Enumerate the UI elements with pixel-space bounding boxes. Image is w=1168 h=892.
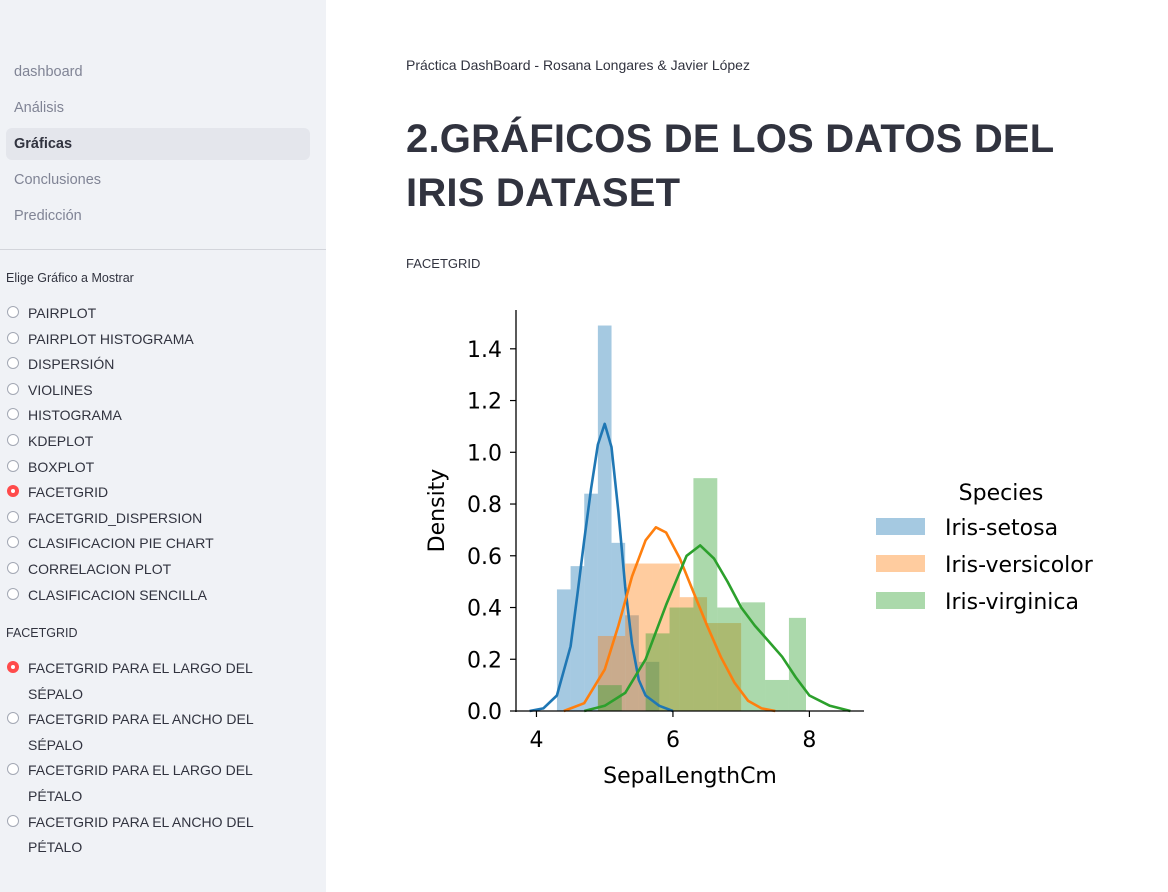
radio-circle[interactable] — [7, 712, 19, 725]
sidebar-nav: dashboard Análisis Gráficas Conclusiones Pre… — [6, 56, 310, 236]
y-tick-label: 0.4 — [467, 597, 502, 622]
legend-label-iris-versicolor: Iris-versicolor — [945, 553, 1094, 578]
kde-line-iris-virginica — [583, 544, 851, 713]
page-caption: Práctica DashBoard - Rosana Longares & J… — [406, 57, 750, 73]
y-axis-label: Density — [425, 469, 450, 553]
radio-option-pairplot[interactable]: PAIRPLOT — [7, 301, 307, 327]
y-tick-label: 1.4 — [467, 338, 502, 363]
facetgrid-selector-radio-group: FACETGRID PARA EL LARGO DEL SÉPALO FACETG… — [7, 656, 307, 861]
legend-swatch-iris-setosa — [876, 518, 925, 535]
histogram-bar-iris-virginica — [645, 633, 670, 711]
page-title: 2.GRÁFICOS DE LOS DATOS DEL IRIS DATASET — [406, 117, 1054, 215]
histogram-bar-iris-virginica — [669, 607, 694, 711]
y-tick-label: 0.8 — [467, 493, 502, 518]
histogram-bar-iris-virginica — [597, 685, 622, 711]
radio-option-kdeplot[interactable]: KDEPLOT — [7, 429, 307, 455]
radio-circle[interactable] — [7, 763, 19, 776]
radio-label: FACETGRID PARA EL ANCHO DEL SÉPALO — [28, 711, 254, 753]
x-tick-label: 4 — [529, 728, 543, 753]
facetgrid-chart: 0.0 0.2 0.4 0.6 0.8 1.0 1.2 1.4 4 6 8 SepalLengthCm… — [425, 310, 1094, 789]
radio-label: DISPERSIÓN — [28, 356, 115, 373]
radio-label: FACETGRID PARA EL ANCHO DEL PÉTALO — [28, 813, 254, 856]
sidebar-item-dashboard[interactable]: dashboard — [14, 64, 83, 80]
x-tick-label: 8 — [802, 728, 816, 753]
radio-option-correlacion-plot[interactable]: CORRELACION PLOT — [7, 557, 307, 583]
radio-circle[interactable] — [7, 510, 19, 523]
radio-option-facetgrid-para-el-ancho-del-petalo[interactable]: FACETGRID PARA EL ANCHO DEL PÉTALO — [7, 810, 307, 861]
radio-option-clasificacion-pie-chart[interactable]: CLASIFICACION PIE CHART — [7, 531, 307, 557]
radio-circle[interactable] — [7, 485, 19, 498]
legend-label-iris-setosa: Iris-setosa — [945, 516, 1058, 541]
y-tick-label: 0.6 — [467, 545, 502, 570]
radio-label: FACETGRID PARA EL LARGO DEL PÉTALO — [28, 762, 253, 804]
radio-option-clasificacion-sencilla[interactable]: CLASIFICACION SENCILLA — [7, 583, 307, 609]
chart-selector-label: Elige Gráfico a Mostrar — [6, 271, 134, 285]
radio-circle[interactable] — [7, 408, 19, 421]
histogram-bar-iris-setosa — [584, 493, 598, 711]
radio-option-facetgrid-para-el-largo-del-sepalo[interactable]: FACETGRID PARA EL LARGO DEL SÉPALO — [7, 656, 307, 707]
radio-circle[interactable] — [7, 661, 19, 673]
sidebar-item-prediccion[interactable]: Predicción — [14, 208, 82, 224]
sidebar-divider — [0, 249, 326, 250]
radio-label: PAIRPLOT HISTOGRAMA — [28, 330, 194, 347]
radio-option-facetgrid[interactable]: FACETGRID — [7, 480, 307, 506]
radio-label: FACETGRID — [28, 484, 109, 501]
radio-circle[interactable] — [7, 459, 19, 472]
radio-option-boxplot[interactable]: BOXPLOT — [7, 455, 307, 481]
histogram-bar-iris-versicolor — [652, 563, 680, 711]
radio-label: HISTOGRAMA — [28, 407, 122, 424]
radio-circle[interactable] — [7, 536, 19, 549]
radio-label: CLASIFICACION PIE CHART — [28, 535, 214, 552]
histogram-bar-iris-setosa — [638, 661, 660, 711]
radio-label: BOXPLOT — [28, 458, 95, 475]
radio-option-facetgrid-para-el-largo-del-petalo[interactable]: FACETGRID PARA EL LARGO DEL PÉTALO — [7, 758, 307, 809]
kde-line-iris-setosa — [529, 422, 674, 713]
histogram-bar-iris-virginica — [788, 617, 806, 711]
y-tick-label: 0.2 — [467, 648, 502, 673]
y-tick-label: 1.2 — [467, 390, 502, 415]
chart-selector-radio-group: PAIRPLOT PAIRPLOT HISTOGRAMA DISPERSIÓN VIO… — [7, 301, 307, 608]
sidebar-item-conclusiones[interactable]: Conclusiones — [14, 172, 102, 188]
section-subheader: FACETGRID — [406, 256, 481, 271]
histogram-bar-iris-virginica — [693, 478, 718, 711]
radio-label: FACETGRID PARA EL LARGO DEL SÉPALO — [28, 660, 253, 702]
radio-circle[interactable] — [7, 433, 19, 446]
x-axis-label: SepalLengthCm — [603, 764, 777, 789]
radio-circle[interactable] — [7, 814, 19, 827]
facetgrid-selector-label: FACETGRID — [6, 626, 78, 640]
kde-line-iris-versicolor — [563, 526, 776, 713]
sidebar-item-graficas[interactable]: Gráficas — [6, 128, 310, 160]
radio-option-violines[interactable]: VIOLINES — [7, 378, 307, 404]
radio-circle[interactable] — [7, 331, 19, 344]
radio-label: FACETGRID_DISPERSION — [28, 509, 203, 526]
radio-option-facetgrid-para-el-ancho-del-sepalo[interactable]: FACETGRID PARA EL ANCHO DEL SÉPALO — [7, 707, 307, 758]
radio-option-pairplot-histograma[interactable]: PAIRPLOT HISTOGRAMA — [7, 327, 307, 353]
radio-label: KDEPLOT — [28, 432, 94, 449]
legend-label-iris-virginica: Iris-virginica — [945, 590, 1079, 615]
sidebar: dashboard Análisis Gráficas Conclusiones Pre… — [0, 0, 326, 892]
histogram-bar-iris-setosa — [570, 566, 585, 711]
radio-circle[interactable] — [7, 382, 19, 395]
radio-option-dispersion[interactable]: DISPERSIÓN — [7, 352, 307, 378]
radio-circle[interactable] — [7, 587, 19, 600]
radio-label: CLASIFICACION SENCILLA — [28, 586, 207, 603]
radio-option-facetgrid-dispersion[interactable]: FACETGRID_DISPERSION — [7, 506, 307, 532]
histogram-bar-iris-setosa — [597, 325, 612, 711]
radio-label: PAIRPLOT — [28, 305, 97, 321]
y-tick-label: 1.0 — [467, 441, 502, 466]
legend-swatch-iris-versicolor — [876, 555, 925, 572]
legend-title: Species — [959, 481, 1044, 506]
main-content: Práctica DashBoard - Rosana Longares & J… — [326, 0, 1168, 892]
x-tick-label: 6 — [666, 728, 680, 753]
histogram-bar-iris-virginica — [765, 679, 789, 711]
radio-option-histograma[interactable]: HISTOGRAMA — [7, 403, 307, 429]
radio-label: CORRELACION PLOT — [28, 560, 172, 577]
legend-swatch-iris-virginica — [876, 592, 925, 609]
radio-circle[interactable] — [7, 561, 19, 574]
radio-label: VIOLINES — [28, 381, 93, 398]
radio-circle[interactable] — [7, 357, 19, 370]
radio-circle[interactable] — [7, 306, 19, 318]
y-tick-label: 0.0 — [467, 700, 502, 725]
sidebar-item-analisis[interactable]: Análisis — [14, 100, 64, 116]
